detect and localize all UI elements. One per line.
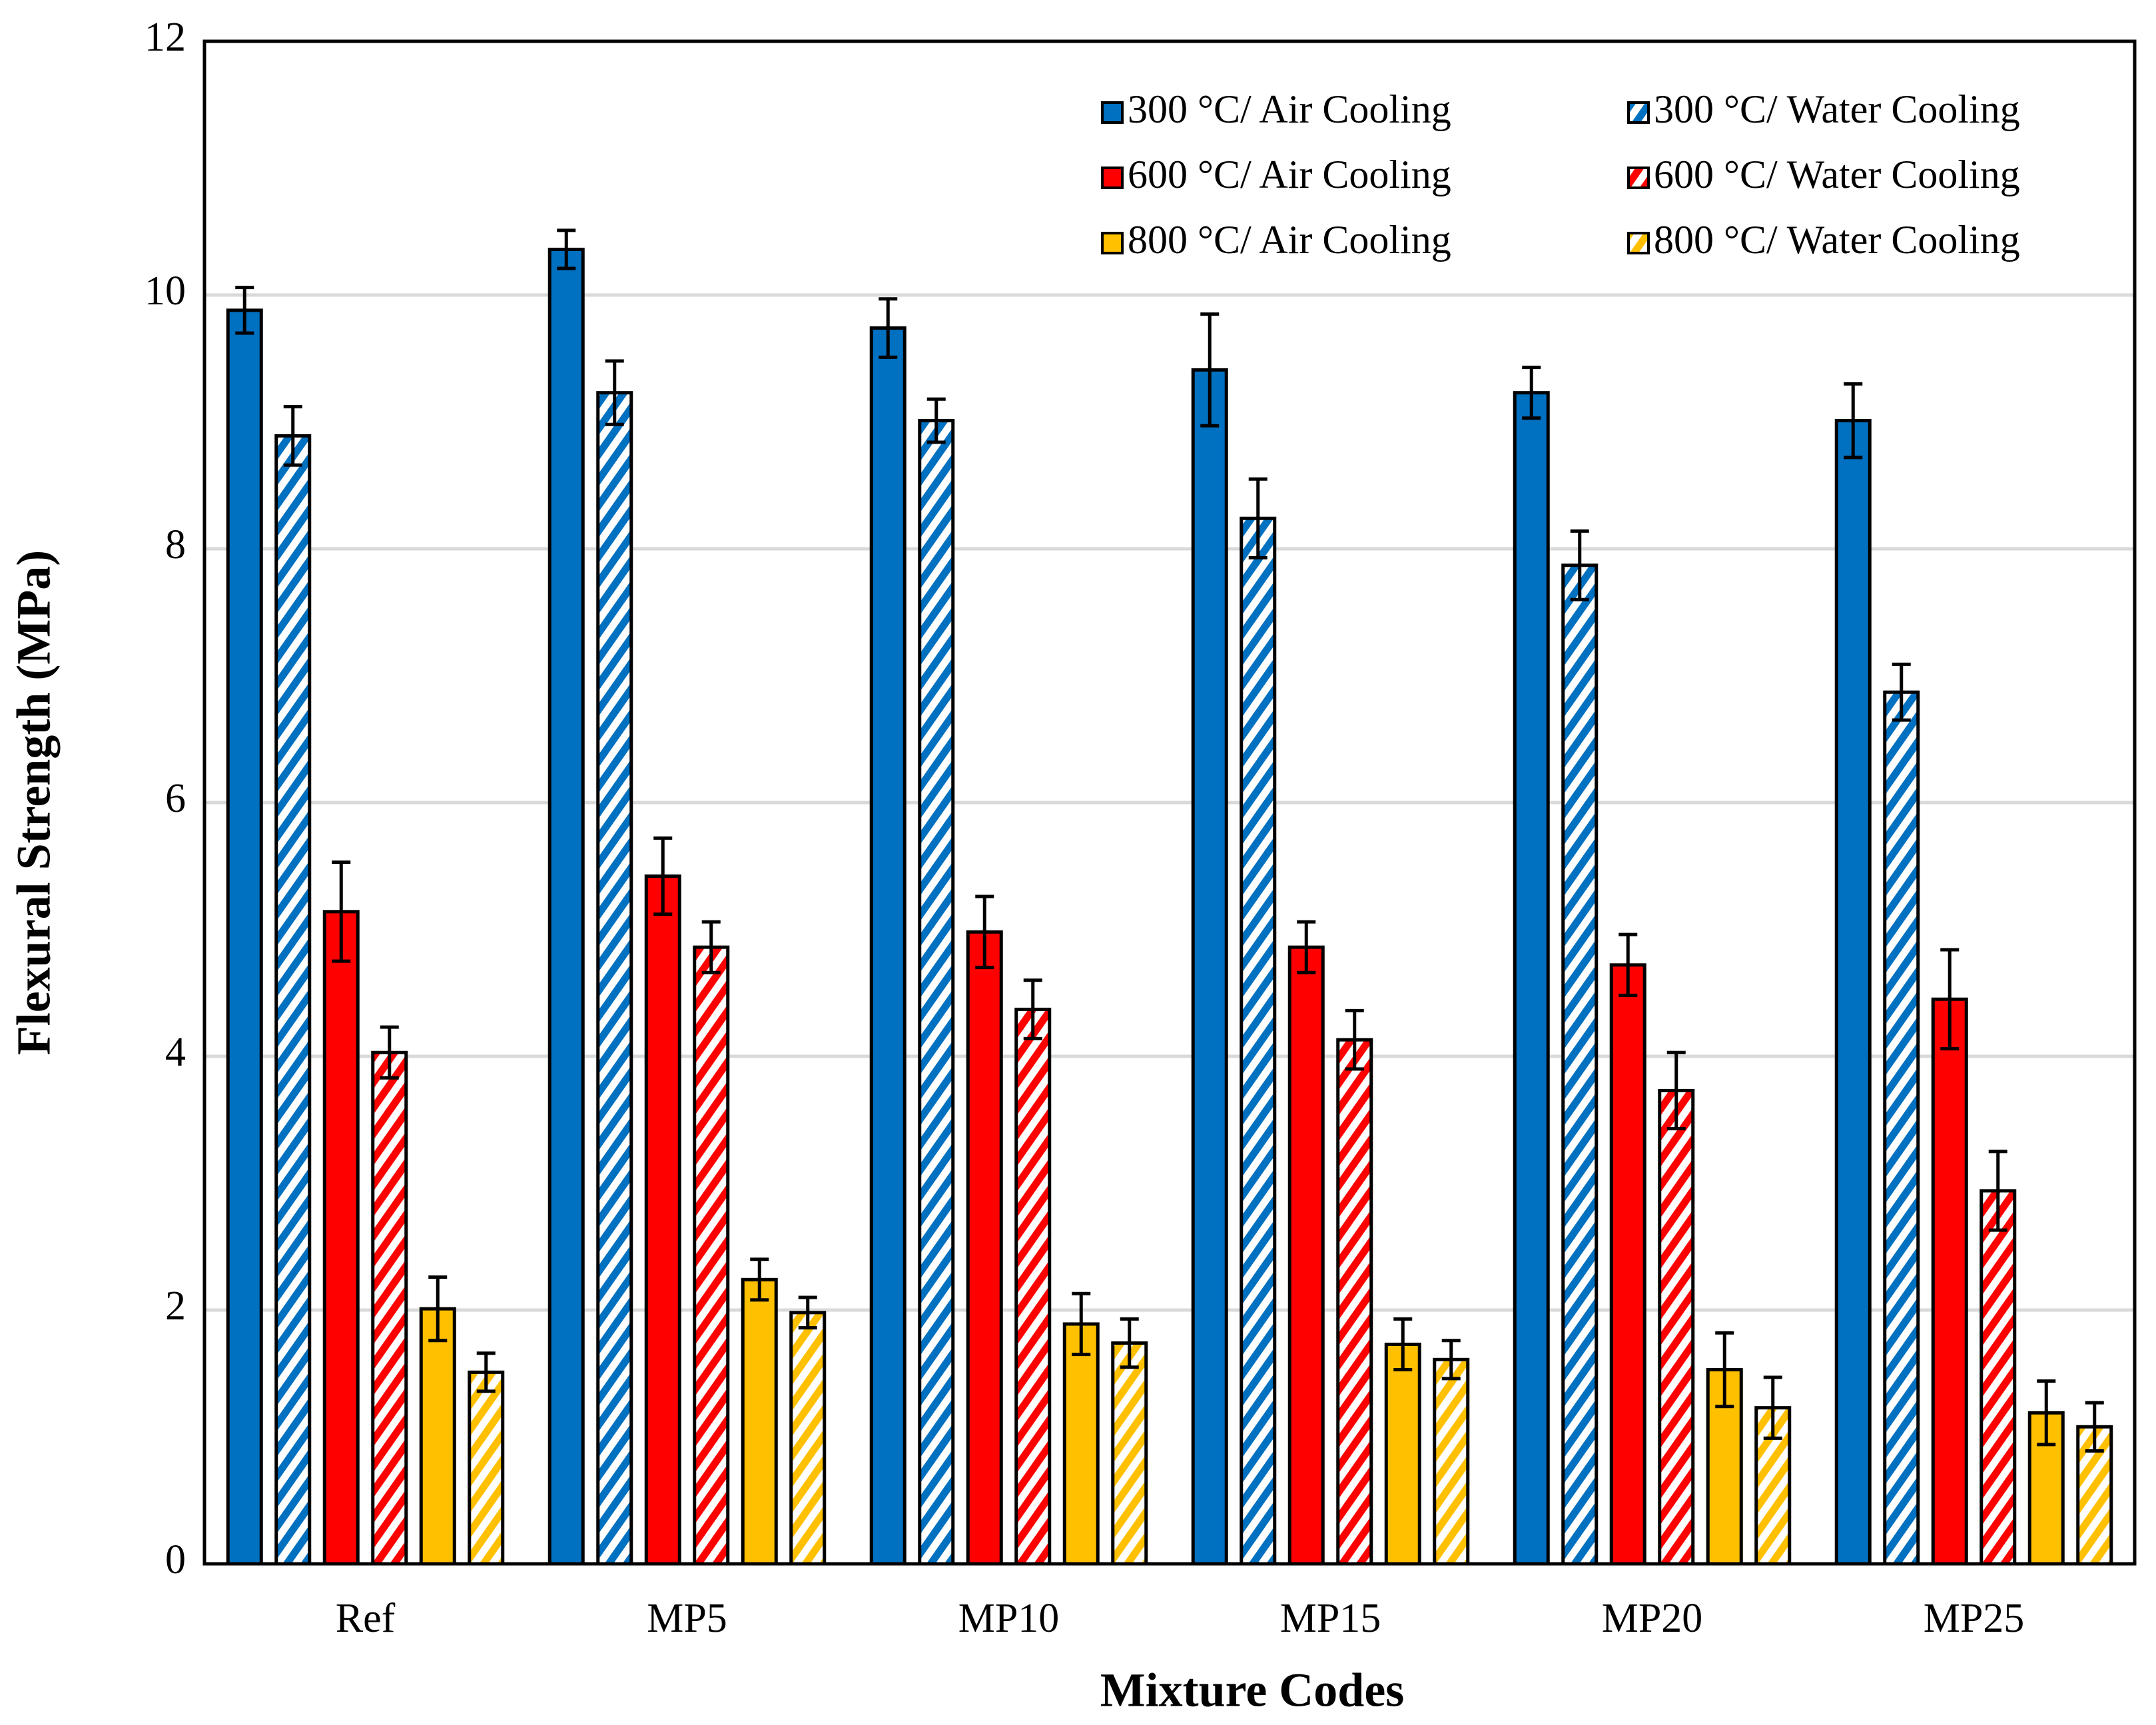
x-axis-title: Mixture Codes bbox=[1100, 1664, 1405, 1717]
error-bar bbox=[2085, 1401, 2104, 1453]
error-bar bbox=[1297, 920, 1316, 974]
y-tick-label: 10 bbox=[145, 268, 186, 314]
x-tick-label: MP15 bbox=[1280, 1596, 1381, 1641]
bar bbox=[419, 1307, 456, 1566]
bar bbox=[371, 1050, 408, 1566]
error-bar bbox=[1345, 1008, 1364, 1071]
legend-swatch bbox=[1627, 101, 1650, 124]
x-tick-label: MP20 bbox=[1602, 1596, 1703, 1641]
error-bar bbox=[1570, 529, 1589, 601]
bar bbox=[789, 1311, 827, 1566]
x-tick-label: MP10 bbox=[958, 1596, 1060, 1641]
bar bbox=[1561, 563, 1599, 1566]
bar bbox=[1834, 419, 1872, 1566]
bar bbox=[1191, 368, 1228, 1566]
legend-label: 300 °C/ Air Cooling bbox=[1128, 87, 1451, 131]
bar bbox=[274, 434, 312, 1566]
error-bar bbox=[235, 286, 254, 335]
error-bar bbox=[1441, 1339, 1461, 1381]
legend-label: 800 °C/ Air Cooling bbox=[1128, 218, 1451, 262]
bar bbox=[918, 419, 955, 1566]
legend-swatch bbox=[1627, 232, 1650, 254]
bar bbox=[1513, 391, 1550, 1566]
error-bar bbox=[1248, 477, 1267, 559]
y-axis-title: Flexural Strength (MPa) bbox=[7, 550, 61, 1056]
bar bbox=[596, 391, 633, 1566]
bar bbox=[1979, 1189, 2017, 1566]
bar bbox=[1336, 1038, 1373, 1566]
bar bbox=[1062, 1322, 1100, 1566]
error-bar bbox=[1666, 1050, 1686, 1131]
error-bar bbox=[1120, 1317, 1139, 1369]
error-bar bbox=[332, 861, 351, 963]
error-bar bbox=[926, 397, 946, 444]
error-bar bbox=[1940, 948, 1960, 1051]
legend-swatch bbox=[1627, 167, 1650, 189]
plot-frame bbox=[202, 39, 2137, 1566]
bar bbox=[741, 1277, 778, 1566]
bar bbox=[1883, 690, 1920, 1566]
y-tick-label: 4 bbox=[165, 1030, 186, 1075]
bar bbox=[226, 308, 263, 1566]
x-tick-label: Ref bbox=[336, 1596, 396, 1641]
y-tick-label: 6 bbox=[165, 776, 186, 821]
y-tick-label: 0 bbox=[165, 1537, 186, 1582]
error-bar bbox=[283, 405, 302, 467]
error-bar bbox=[750, 1257, 769, 1302]
y-tick-label: 8 bbox=[165, 522, 186, 567]
error-bar bbox=[1393, 1317, 1413, 1372]
error-bar bbox=[380, 1025, 399, 1080]
bar bbox=[1240, 516, 1277, 1566]
error-bar bbox=[798, 1295, 817, 1330]
bar bbox=[1658, 1088, 1695, 1566]
legend-label: 600 °C/ Water Cooling bbox=[1654, 153, 2020, 196]
error-bar bbox=[428, 1275, 448, 1343]
error-bar bbox=[1988, 1150, 2007, 1232]
legend-label: 800 °C/ Water Cooling bbox=[1654, 218, 2020, 262]
bar bbox=[1287, 945, 1325, 1566]
error-bar bbox=[701, 920, 721, 974]
error-bar bbox=[1844, 382, 1863, 460]
bar bbox=[1014, 1008, 1052, 1566]
bar bbox=[644, 874, 681, 1566]
bar bbox=[322, 910, 360, 1566]
bar bbox=[468, 1370, 505, 1566]
error-bar bbox=[476, 1351, 496, 1393]
error-bar bbox=[975, 894, 994, 970]
legend-swatch bbox=[1101, 232, 1124, 254]
error-bar bbox=[1522, 366, 1541, 420]
bar bbox=[547, 247, 585, 1566]
bar bbox=[1111, 1341, 1148, 1566]
bar bbox=[966, 930, 1003, 1566]
bar bbox=[869, 326, 906, 1566]
error-bar bbox=[653, 836, 673, 916]
y-tick-label: 12 bbox=[145, 15, 186, 60]
x-tick-label: MP5 bbox=[647, 1596, 727, 1641]
y-tick-label: 2 bbox=[165, 1283, 186, 1329]
error-bar bbox=[879, 297, 898, 359]
error-bar bbox=[1763, 1375, 1782, 1440]
error-bar bbox=[1023, 978, 1042, 1040]
error-bar bbox=[1892, 662, 1911, 722]
bar bbox=[1931, 997, 1968, 1566]
bar bbox=[1384, 1342, 1421, 1566]
bar bbox=[693, 945, 730, 1566]
x-tick-label: MP25 bbox=[1924, 1596, 2025, 1641]
error-bar bbox=[1072, 1291, 1091, 1357]
error-bar bbox=[2037, 1379, 2056, 1447]
legend-label: 600 °C/ Air Cooling bbox=[1128, 153, 1451, 196]
legend-swatch bbox=[1101, 101, 1124, 124]
error-bar bbox=[605, 359, 624, 426]
legend-label: 300 °C/ Water Cooling bbox=[1654, 87, 2020, 131]
error-bar bbox=[557, 228, 576, 270]
bar bbox=[1433, 1357, 1470, 1566]
error-bar bbox=[1715, 1331, 1734, 1409]
error-bar bbox=[1200, 312, 1220, 428]
error-bar bbox=[1618, 932, 1638, 998]
legend-swatch bbox=[1101, 167, 1124, 189]
bar bbox=[1609, 963, 1646, 1566]
